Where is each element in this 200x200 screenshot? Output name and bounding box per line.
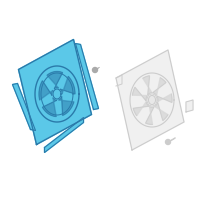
Polygon shape <box>18 40 92 144</box>
Polygon shape <box>155 102 168 121</box>
Polygon shape <box>47 72 63 89</box>
Polygon shape <box>53 89 61 99</box>
Circle shape <box>92 68 98 72</box>
Polygon shape <box>132 87 147 101</box>
Polygon shape <box>39 81 53 100</box>
Polygon shape <box>157 94 172 102</box>
Polygon shape <box>143 76 152 95</box>
Polygon shape <box>60 76 75 94</box>
Polygon shape <box>133 102 149 116</box>
Polygon shape <box>186 100 193 112</box>
Polygon shape <box>153 78 166 95</box>
Polygon shape <box>146 107 154 124</box>
Polygon shape <box>149 96 156 104</box>
Polygon shape <box>42 98 57 116</box>
Polygon shape <box>76 44 98 110</box>
Polygon shape <box>12 84 36 130</box>
Circle shape <box>166 140 170 144</box>
Polygon shape <box>59 96 74 115</box>
Polygon shape <box>116 50 184 150</box>
Polygon shape <box>44 117 84 152</box>
